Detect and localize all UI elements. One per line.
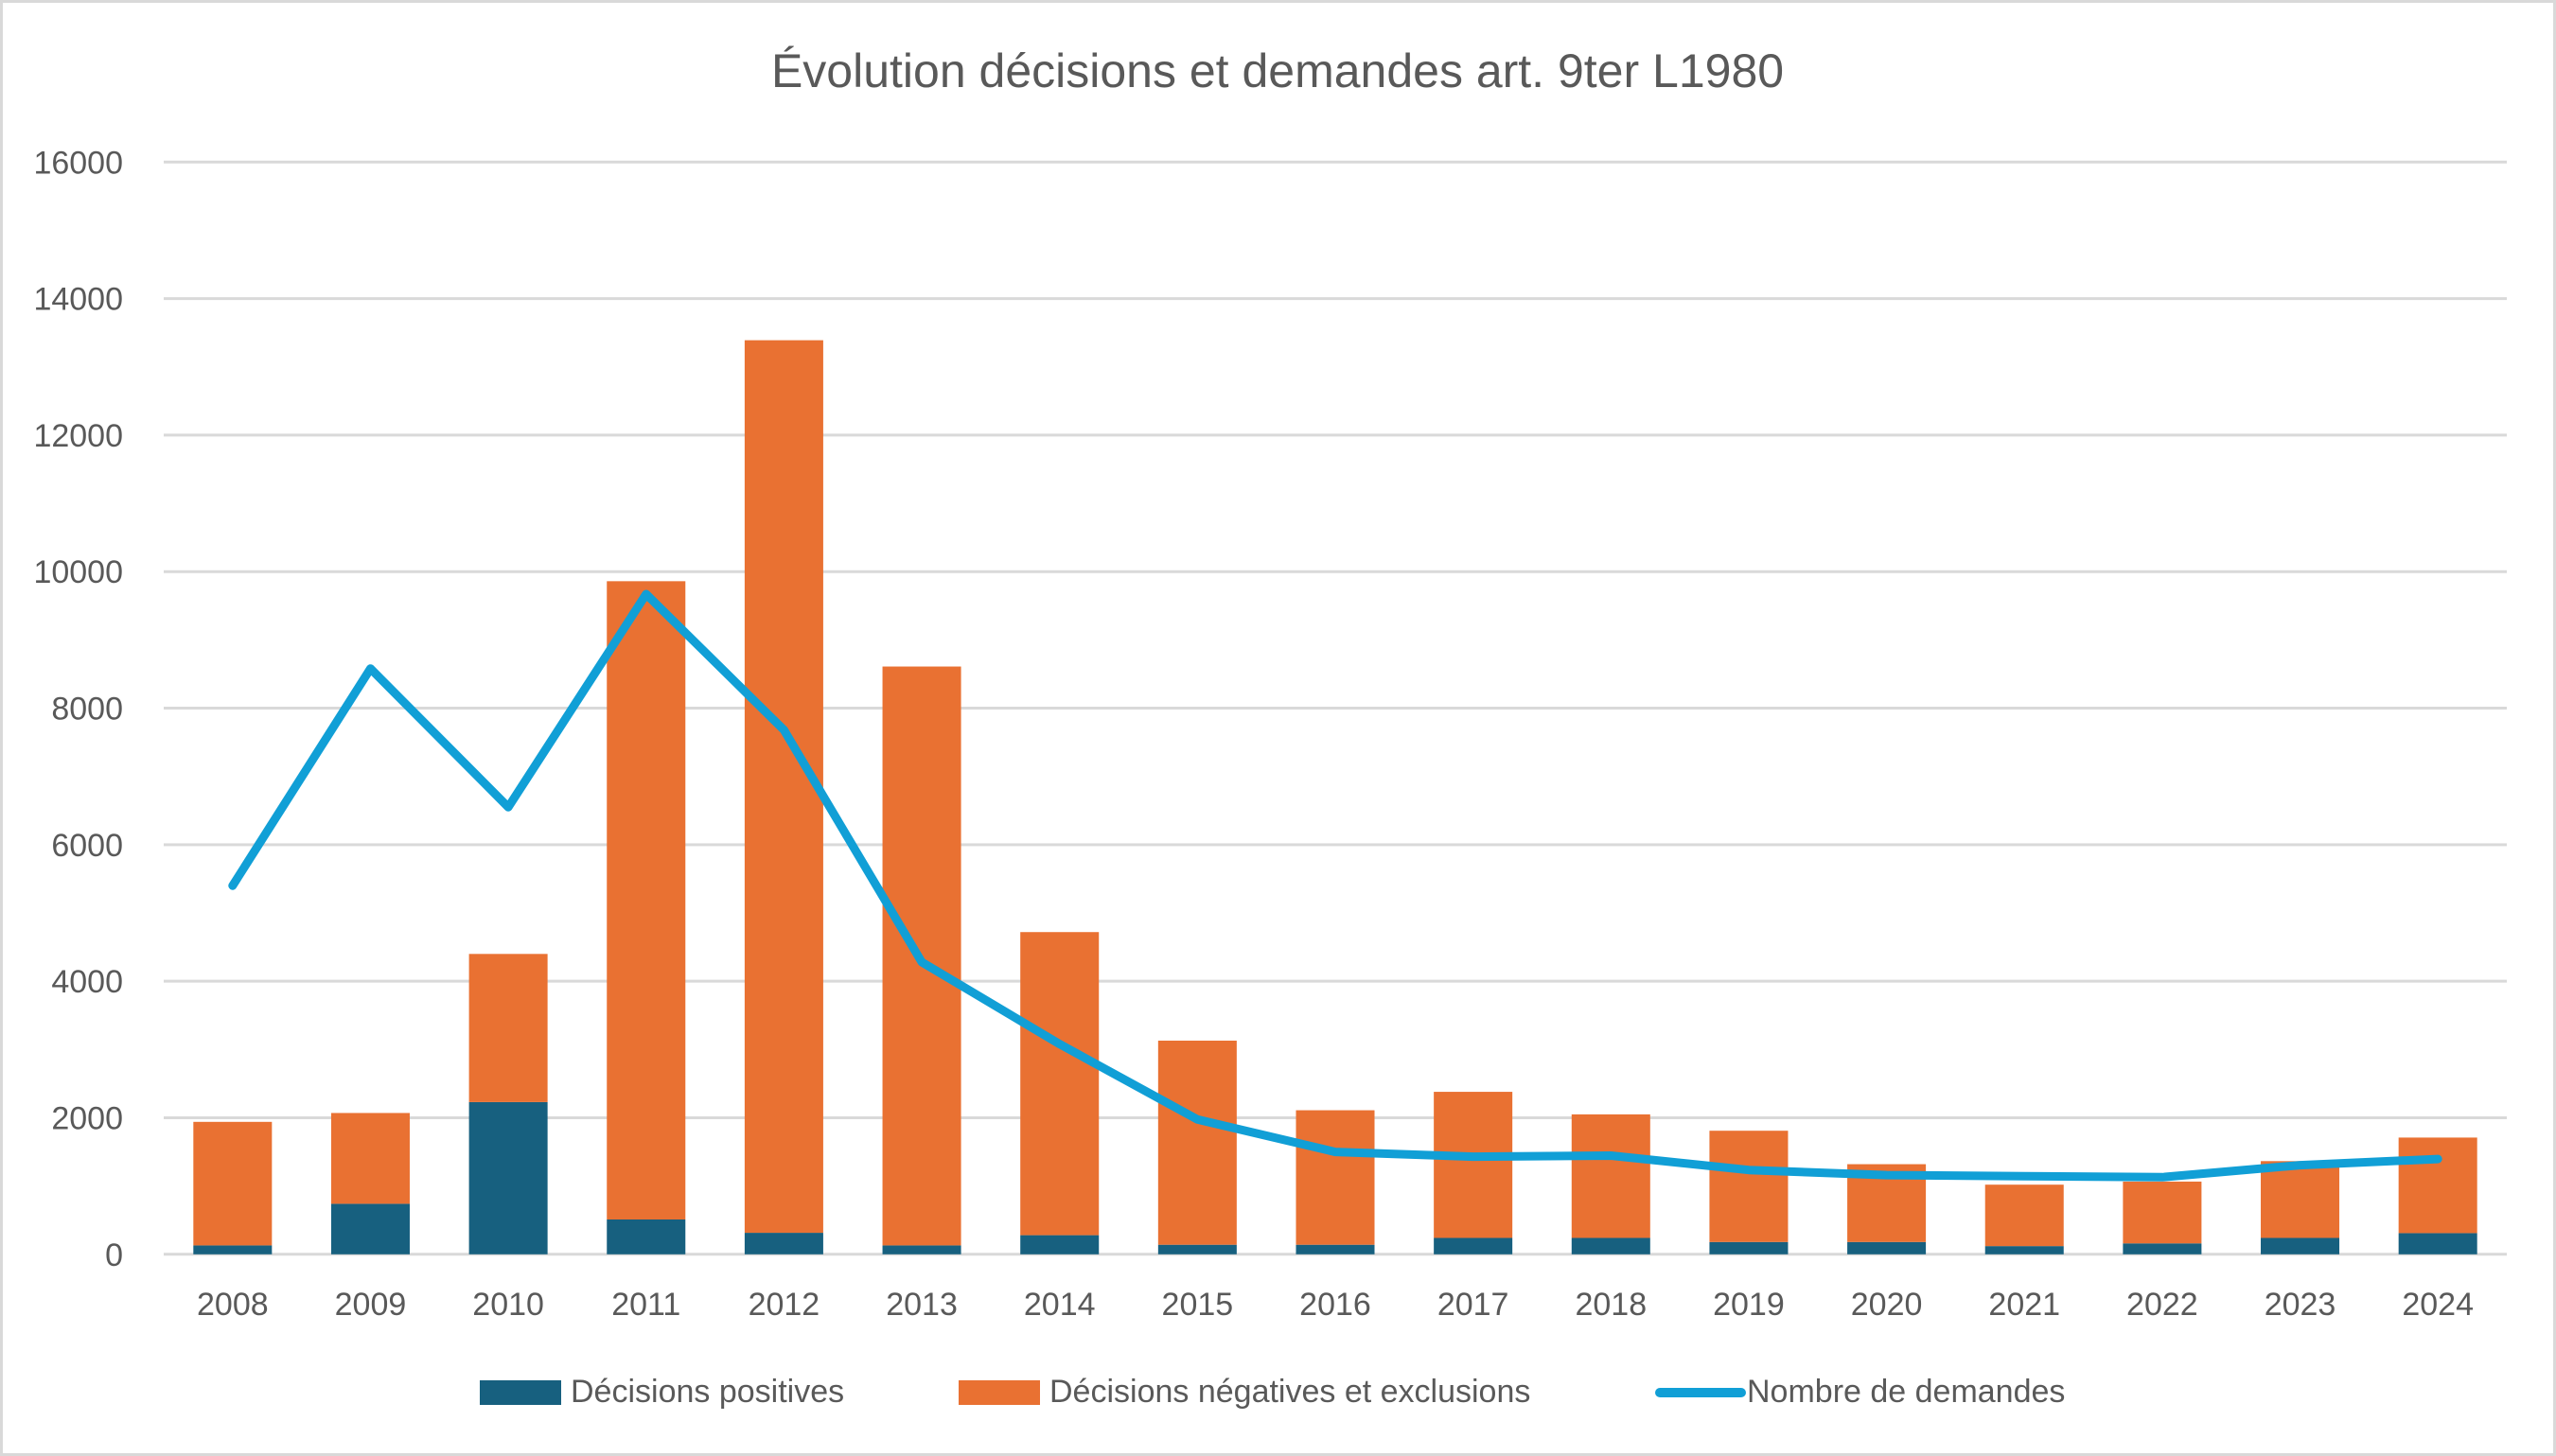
bar-decisions-negatives-2012	[744, 340, 823, 1234]
bar-decisions-positives-2021	[1984, 1246, 2064, 1254]
x-tick-label: 2011	[611, 1287, 680, 1323]
bar-decisions-positives-2020	[1847, 1241, 1927, 1254]
bar-decisions-negatives-2014	[1020, 932, 1100, 1236]
bar-decisions-negatives-2011	[607, 581, 686, 1220]
x-tick-label: 2017	[1437, 1287, 1509, 1323]
x-tick-label: 2016	[1299, 1287, 1371, 1323]
y-tick-label: 12000	[33, 418, 123, 454]
x-tick-label: 2013	[886, 1287, 958, 1323]
x-tick-label: 2020	[1851, 1287, 1923, 1323]
bar-decisions-positives-2010	[468, 1101, 548, 1254]
bar-decisions-positives-2019	[1709, 1241, 1789, 1254]
x-tick-label: 2014	[1024, 1287, 1096, 1323]
bars	[193, 340, 2477, 1254]
bar-decisions-positives-2014	[1020, 1235, 1100, 1254]
y-tick-label: 0	[105, 1237, 123, 1273]
bar-decisions-positives-2011	[607, 1219, 686, 1254]
bar-decisions-positives-2015	[1157, 1244, 1237, 1254]
y-tick-label: 14000	[33, 282, 123, 318]
bar-decisions-positives-2008	[193, 1245, 273, 1254]
y-tick-label: 6000	[51, 828, 123, 864]
bar-decisions-positives-2013	[882, 1245, 961, 1254]
legend: Décisions positives Décisions négatives …	[480, 1374, 2065, 1410]
bar-decisions-positives-2018	[1571, 1237, 1650, 1254]
gridlines	[164, 160, 2507, 1256]
x-tick-label: 2009	[335, 1287, 407, 1323]
legend-label-decisions-negatives: Décisions négatives et exclusions	[1049, 1374, 1530, 1410]
x-tick-label: 2018	[1575, 1287, 1647, 1323]
legend-item-nombre-demandes[interactable]: Nombre de demandes	[1655, 1374, 2065, 1410]
chart-title: Évolution décisions et demandes art. 9te…	[771, 44, 1784, 97]
line-nombre-de-demandes	[228, 589, 2442, 1182]
bar-decisions-negatives-2019	[1709, 1131, 1789, 1242]
bar-decisions-positives-2023	[2261, 1237, 2340, 1254]
bar-decisions-negatives-2017	[1434, 1092, 1513, 1238]
bar-decisions-negatives-2023	[2261, 1161, 2340, 1238]
legend-swatch-decisions-positives	[480, 1380, 561, 1405]
x-tick-label: 2012	[749, 1287, 820, 1323]
legend-label-decisions-positives: Décisions positives	[571, 1374, 844, 1410]
bar-decisions-negatives-2016	[1296, 1110, 1375, 1245]
y-tick-label: 10000	[33, 554, 123, 590]
y-tick-label: 16000	[33, 145, 123, 181]
y-tick-label: 8000	[51, 692, 123, 728]
legend-item-decisions-negatives[interactable]: Décisions négatives et exclusions	[959, 1374, 1530, 1410]
legend-label-nombre-demandes: Nombre de demandes	[1747, 1374, 2065, 1410]
bar-decisions-negatives-2022	[2123, 1181, 2202, 1244]
x-tick-label: 2008	[197, 1287, 269, 1323]
bar-decisions-negatives-2021	[1984, 1184, 2064, 1247]
bar-decisions-negatives-2018	[1571, 1114, 1650, 1238]
x-tick-label: 2021	[1988, 1287, 2060, 1323]
bar-decisions-positives-2022	[2123, 1243, 2202, 1254]
x-tick-label: 2015	[1162, 1287, 1234, 1323]
bar-decisions-positives-2016	[1296, 1244, 1375, 1254]
bar-decisions-negatives-2010	[468, 954, 548, 1102]
bar-decisions-positives-2012	[744, 1233, 823, 1254]
x-tick-label: 2023	[2265, 1287, 2336, 1323]
bar-decisions-positives-2017	[1434, 1237, 1513, 1254]
bar-decisions-negatives-2015	[1157, 1040, 1237, 1245]
y-tick-label: 4000	[51, 964, 123, 1000]
line-series	[228, 589, 2442, 1182]
bar-decisions-negatives-2008	[193, 1121, 273, 1246]
x-tick-label: 2022	[2126, 1287, 2198, 1323]
bar-decisions-negatives-2009	[330, 1113, 410, 1204]
legend-item-decisions-positives[interactable]: Décisions positives	[480, 1374, 844, 1410]
x-tick-label: 2010	[472, 1287, 544, 1323]
legend-swatch-decisions-negatives	[959, 1380, 1040, 1405]
bar-decisions-positives-2009	[330, 1203, 410, 1254]
x-tick-label: 2024	[2402, 1287, 2474, 1323]
x-tick-label: 2019	[1713, 1287, 1785, 1323]
y-axis-ticks: 0 2000 4000 6000 8000 10000 12000 14000 16000	[33, 145, 123, 1273]
y-tick-label: 2000	[51, 1100, 123, 1136]
x-axis-ticks: 2008 2009 2010 2011 2012 2013 2014 2015 2016 2017…	[197, 1287, 2474, 1323]
bar-decisions-positives-2024	[2398, 1233, 2477, 1254]
bar-decisions-negatives-2024	[2398, 1137, 2477, 1234]
